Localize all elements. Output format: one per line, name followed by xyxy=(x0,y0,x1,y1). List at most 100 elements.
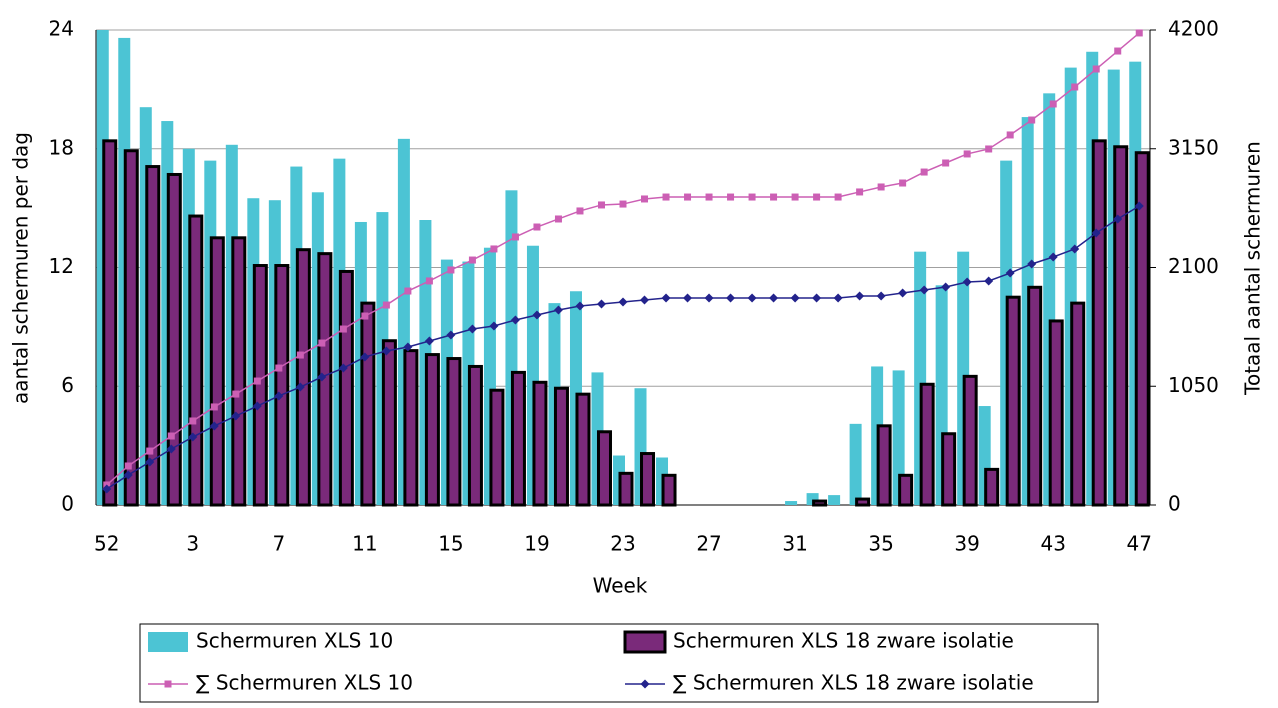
y-tick-label: 12 xyxy=(49,254,74,278)
bar xyxy=(145,165,161,507)
marker xyxy=(1134,201,1144,211)
bar xyxy=(338,269,354,507)
marker xyxy=(209,421,219,431)
bar xyxy=(1027,285,1043,507)
marker xyxy=(962,277,972,287)
x-tick-label: 27 xyxy=(696,532,721,556)
marker xyxy=(510,315,520,325)
marker xyxy=(252,401,262,411)
x-tick-label: 35 xyxy=(868,532,893,556)
marker xyxy=(813,193,821,201)
marker xyxy=(403,342,413,352)
bar xyxy=(403,349,419,507)
x-tick-label: 7 xyxy=(272,532,285,556)
bar xyxy=(360,301,376,507)
marker xyxy=(489,321,499,331)
marker xyxy=(1135,29,1143,37)
marker xyxy=(381,346,391,356)
marker xyxy=(339,325,347,333)
marker xyxy=(855,291,865,301)
x-tick-label: 47 xyxy=(1127,532,1152,556)
marker xyxy=(231,411,241,421)
marker xyxy=(275,364,283,372)
legend-box xyxy=(139,623,1099,703)
bar xyxy=(828,495,841,505)
marker xyxy=(1005,268,1015,278)
marker xyxy=(338,363,348,373)
bar xyxy=(1005,295,1021,507)
marker xyxy=(898,288,908,298)
marker xyxy=(468,256,476,264)
bar xyxy=(855,497,871,507)
marker xyxy=(404,287,412,295)
marker xyxy=(232,390,240,398)
x-tick-label: 52 xyxy=(94,532,119,556)
bar xyxy=(812,499,828,507)
marker xyxy=(467,324,477,334)
bar xyxy=(785,501,798,505)
x-tick-label: 43 xyxy=(1040,532,1065,556)
bar xyxy=(1091,139,1107,507)
y-tick-label: 18 xyxy=(49,135,74,159)
bar xyxy=(381,339,397,507)
bar xyxy=(123,149,139,507)
marker xyxy=(726,293,736,303)
marker xyxy=(189,417,197,425)
marker xyxy=(424,336,434,346)
marker xyxy=(1113,214,1123,224)
y2-tick-label: 4200 xyxy=(1168,17,1219,41)
bar xyxy=(984,467,1000,507)
bar xyxy=(661,473,677,507)
marker xyxy=(210,403,218,411)
marker xyxy=(575,301,585,311)
marker xyxy=(123,470,133,480)
marker xyxy=(727,193,735,201)
marker xyxy=(1092,65,1100,73)
marker xyxy=(167,432,175,440)
x-tick-label: 15 xyxy=(438,532,463,556)
marker xyxy=(640,295,650,305)
marker xyxy=(833,293,843,303)
legend-label: Schermuren XLS 10 xyxy=(196,629,393,653)
marker xyxy=(942,159,950,167)
x-tick-label: 11 xyxy=(352,532,377,556)
bar xyxy=(553,386,569,507)
bar xyxy=(640,452,656,507)
bar xyxy=(252,264,268,507)
marker xyxy=(295,382,305,392)
legend-marker xyxy=(164,680,172,688)
bar xyxy=(941,432,957,507)
marker xyxy=(532,310,542,320)
marker xyxy=(146,447,154,455)
marker xyxy=(253,377,261,385)
bar xyxy=(532,380,548,507)
marker xyxy=(425,277,433,285)
bar xyxy=(209,236,225,507)
marker xyxy=(318,339,326,347)
marker xyxy=(1027,259,1037,269)
bar xyxy=(102,139,118,507)
legend-swatch xyxy=(623,630,667,654)
marker xyxy=(790,293,800,303)
marker xyxy=(876,291,886,301)
y2-tick-label: 1050 xyxy=(1168,373,1219,397)
bar xyxy=(446,357,462,507)
y2-tick-label: 3150 xyxy=(1168,135,1219,159)
marker xyxy=(533,223,541,231)
marker xyxy=(274,391,284,401)
bar xyxy=(575,392,591,507)
bar xyxy=(618,471,634,507)
marker xyxy=(597,201,605,209)
marker xyxy=(769,293,779,303)
bar xyxy=(424,353,440,507)
bar xyxy=(596,430,612,507)
bar xyxy=(876,424,892,507)
marker xyxy=(360,352,370,362)
marker xyxy=(382,301,390,309)
x-tick-label: 23 xyxy=(610,532,635,556)
bar xyxy=(317,252,333,507)
bar xyxy=(1134,151,1150,507)
legend-marker xyxy=(640,679,650,689)
marker xyxy=(747,293,757,303)
marker xyxy=(641,195,649,203)
